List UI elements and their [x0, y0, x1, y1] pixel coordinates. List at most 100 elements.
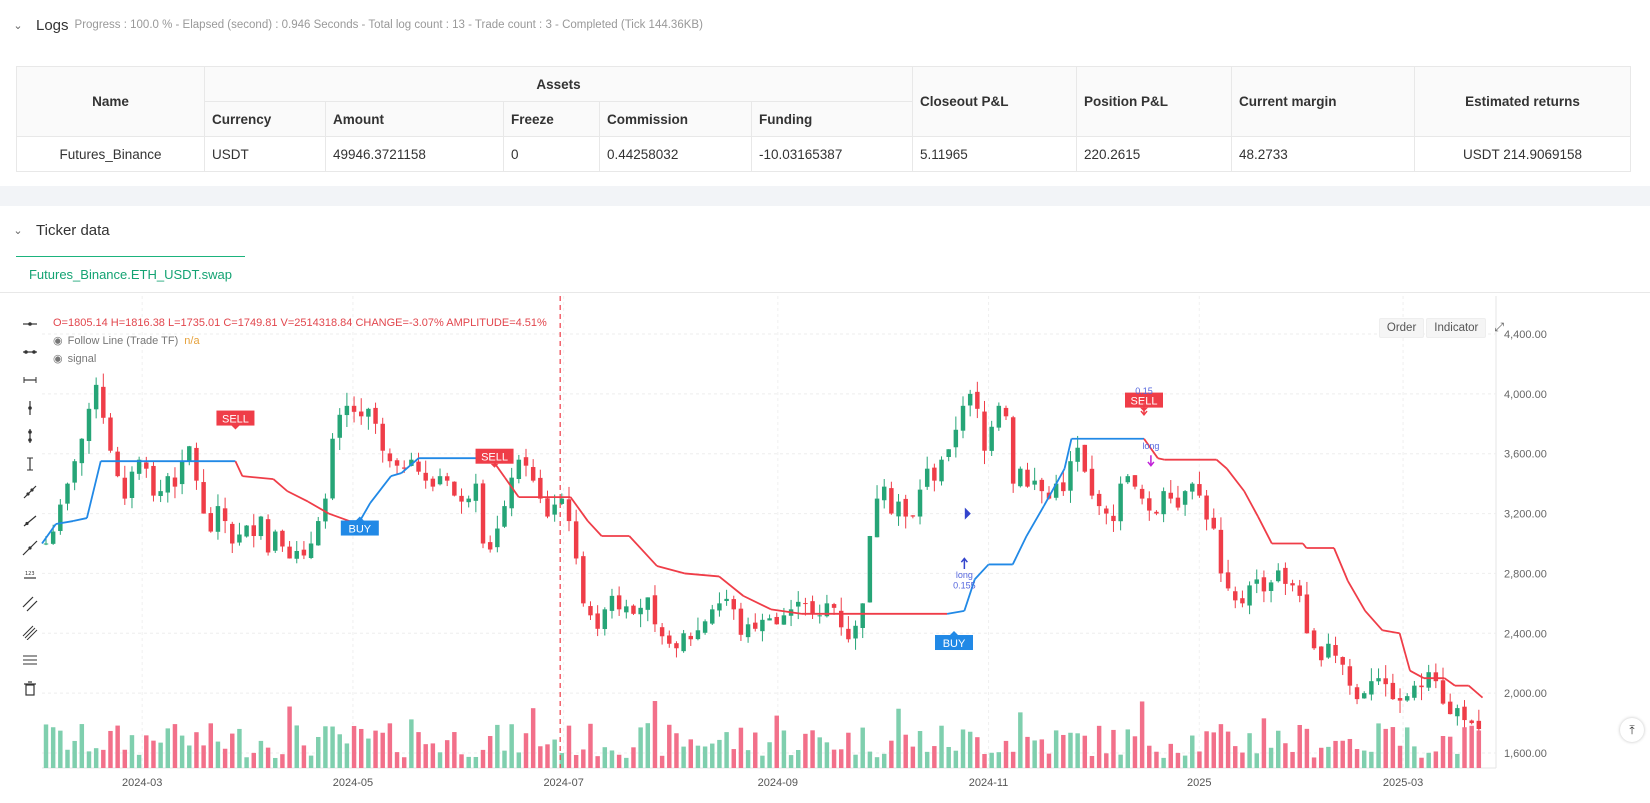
- volume-bar: [1254, 753, 1259, 768]
- cell-closeout-pnl: 5.11965: [912, 136, 1077, 172]
- entry-marker: [964, 507, 971, 520]
- follow-line-segment: [1226, 468, 1245, 492]
- horizontal-channel-icon[interactable]: [18, 646, 42, 674]
- price-chart[interactable]: 4,400.00 4,000.00 3,600.00 3,200.00 2,800.00…: [0, 296, 1650, 796]
- candle-body: [86, 408, 92, 442]
- follow-line-segment: [1143, 438, 1159, 459]
- candle-body: [50, 531, 56, 544]
- candle-body: [717, 603, 722, 611]
- volume-bar: [158, 742, 163, 768]
- horizontal-line-icon[interactable]: [18, 338, 42, 366]
- volume-bar: [129, 735, 135, 768]
- follow-line-segment: [307, 500, 330, 515]
- candle-body: [989, 426, 994, 451]
- volume-bar: [401, 757, 407, 768]
- candle-body: [674, 643, 679, 649]
- volume-bar: [430, 743, 436, 768]
- horizontal-segment-icon[interactable]: [18, 366, 42, 394]
- trash-icon[interactable]: [18, 674, 42, 702]
- volume-bar: [165, 728, 171, 768]
- follow-line-segment: [234, 460, 244, 477]
- volume-bar: [294, 725, 299, 768]
- candle-body: [1354, 687, 1360, 700]
- volume-bar: [287, 706, 292, 768]
- scroll-to-top-icon[interactable]: ⤒: [1620, 718, 1644, 742]
- chevron-down-icon[interactable]: ⌄: [13, 224, 23, 237]
- candle-body: [530, 467, 536, 481]
- tab-eth-usdt-swap[interactable]: Futures_Binance.ETH_USDT.swap: [16, 256, 245, 292]
- candle-body: [581, 556, 586, 604]
- candle-body: [487, 542, 493, 550]
- order-button[interactable]: Order: [1378, 318, 1425, 338]
- follow-line-segment: [1011, 535, 1028, 565]
- ray-line-icon[interactable]: [18, 506, 42, 534]
- extended-line-icon[interactable]: [18, 534, 42, 562]
- vertical-segment-icon[interactable]: [18, 450, 42, 478]
- logs-header[interactable]: ⌄ Logs Progress : 100.0 % - Elapsed (sec…: [0, 11, 703, 39]
- candle-body: [659, 627, 665, 637]
- follow-line-segment: [1409, 669, 1425, 679]
- volume-bar: [308, 755, 314, 768]
- signal-pointer: [355, 516, 364, 521]
- volume-bar: [1369, 751, 1374, 768]
- candle-body: [1096, 493, 1102, 507]
- volume-bar: [1061, 734, 1066, 768]
- candle-body: [910, 515, 916, 517]
- vertical-line-icon[interactable]: [18, 422, 42, 450]
- candle-body: [244, 525, 249, 537]
- indicator-button[interactable]: Indicator: [1426, 318, 1487, 338]
- candle-body: [1082, 444, 1088, 472]
- candle-body: [688, 635, 694, 640]
- chart-legend: O=1805.14 H=1816.38 L=1735.01 C=1749.81 …: [53, 314, 547, 368]
- volume-bar: [230, 733, 235, 768]
- vertical-ray-icon[interactable]: [18, 394, 42, 422]
- fibonacci-icon[interactable]: [18, 618, 42, 646]
- fullscreen-icon[interactable]: ⤢: [1494, 320, 1504, 334]
- candle-body: [559, 498, 565, 504]
- volume-bar: [545, 744, 550, 768]
- candle-body: [444, 476, 450, 481]
- chevron-down-icon[interactable]: ⌄: [13, 19, 23, 32]
- ticker-header[interactable]: ⌄ Ticker data: [0, 216, 110, 244]
- candle-body: [1462, 706, 1467, 721]
- candle-body: [387, 453, 393, 462]
- eye-icon[interactable]: ◉: [53, 353, 63, 365]
- candle-body: [881, 486, 887, 501]
- horizontal-ray-icon[interactable]: [18, 310, 42, 338]
- candle-body: [344, 405, 350, 416]
- candle-body: [1139, 488, 1145, 499]
- volume-bar: [416, 732, 421, 768]
- follow-line-segment: [1364, 610, 1384, 631]
- follow-line-segment: [242, 475, 274, 481]
- volume-bar: [72, 740, 77, 768]
- volume-bar: [917, 731, 923, 768]
- volume-bar: [932, 746, 937, 768]
- price-line-icon[interactable]: 123: [18, 562, 42, 590]
- parallel-channel-icon[interactable]: [18, 590, 42, 618]
- follow-line-segment: [684, 572, 720, 578]
- candle-body: [222, 508, 228, 522]
- eye-icon[interactable]: ◉: [53, 335, 63, 347]
- col-funding: Funding: [751, 101, 913, 137]
- volume-bar: [602, 747, 608, 768]
- ticker-title: Ticker data: [36, 221, 110, 239]
- candle-body: [308, 543, 314, 559]
- volume-bar: [881, 753, 887, 768]
- volume-bar: [151, 740, 156, 768]
- volume-bar: [530, 708, 536, 768]
- volume-bar: [1383, 728, 1388, 768]
- drawing-toolbar: 123: [18, 310, 42, 702]
- candle-body: [1003, 407, 1009, 417]
- follow-line-segment: [1382, 629, 1400, 635]
- trend-line-icon[interactable]: [18, 478, 42, 506]
- candle-body: [330, 438, 335, 499]
- volume-bar: [695, 745, 701, 768]
- volume-bar: [982, 753, 987, 768]
- volume-bar: [1290, 751, 1295, 768]
- volume-bar: [1440, 736, 1446, 768]
- col-position-pnl: Position P&L: [1076, 66, 1232, 137]
- candle-body: [760, 619, 765, 632]
- volume-bar: [1003, 740, 1009, 768]
- volume-bar: [459, 754, 464, 768]
- volume-bar: [502, 750, 507, 768]
